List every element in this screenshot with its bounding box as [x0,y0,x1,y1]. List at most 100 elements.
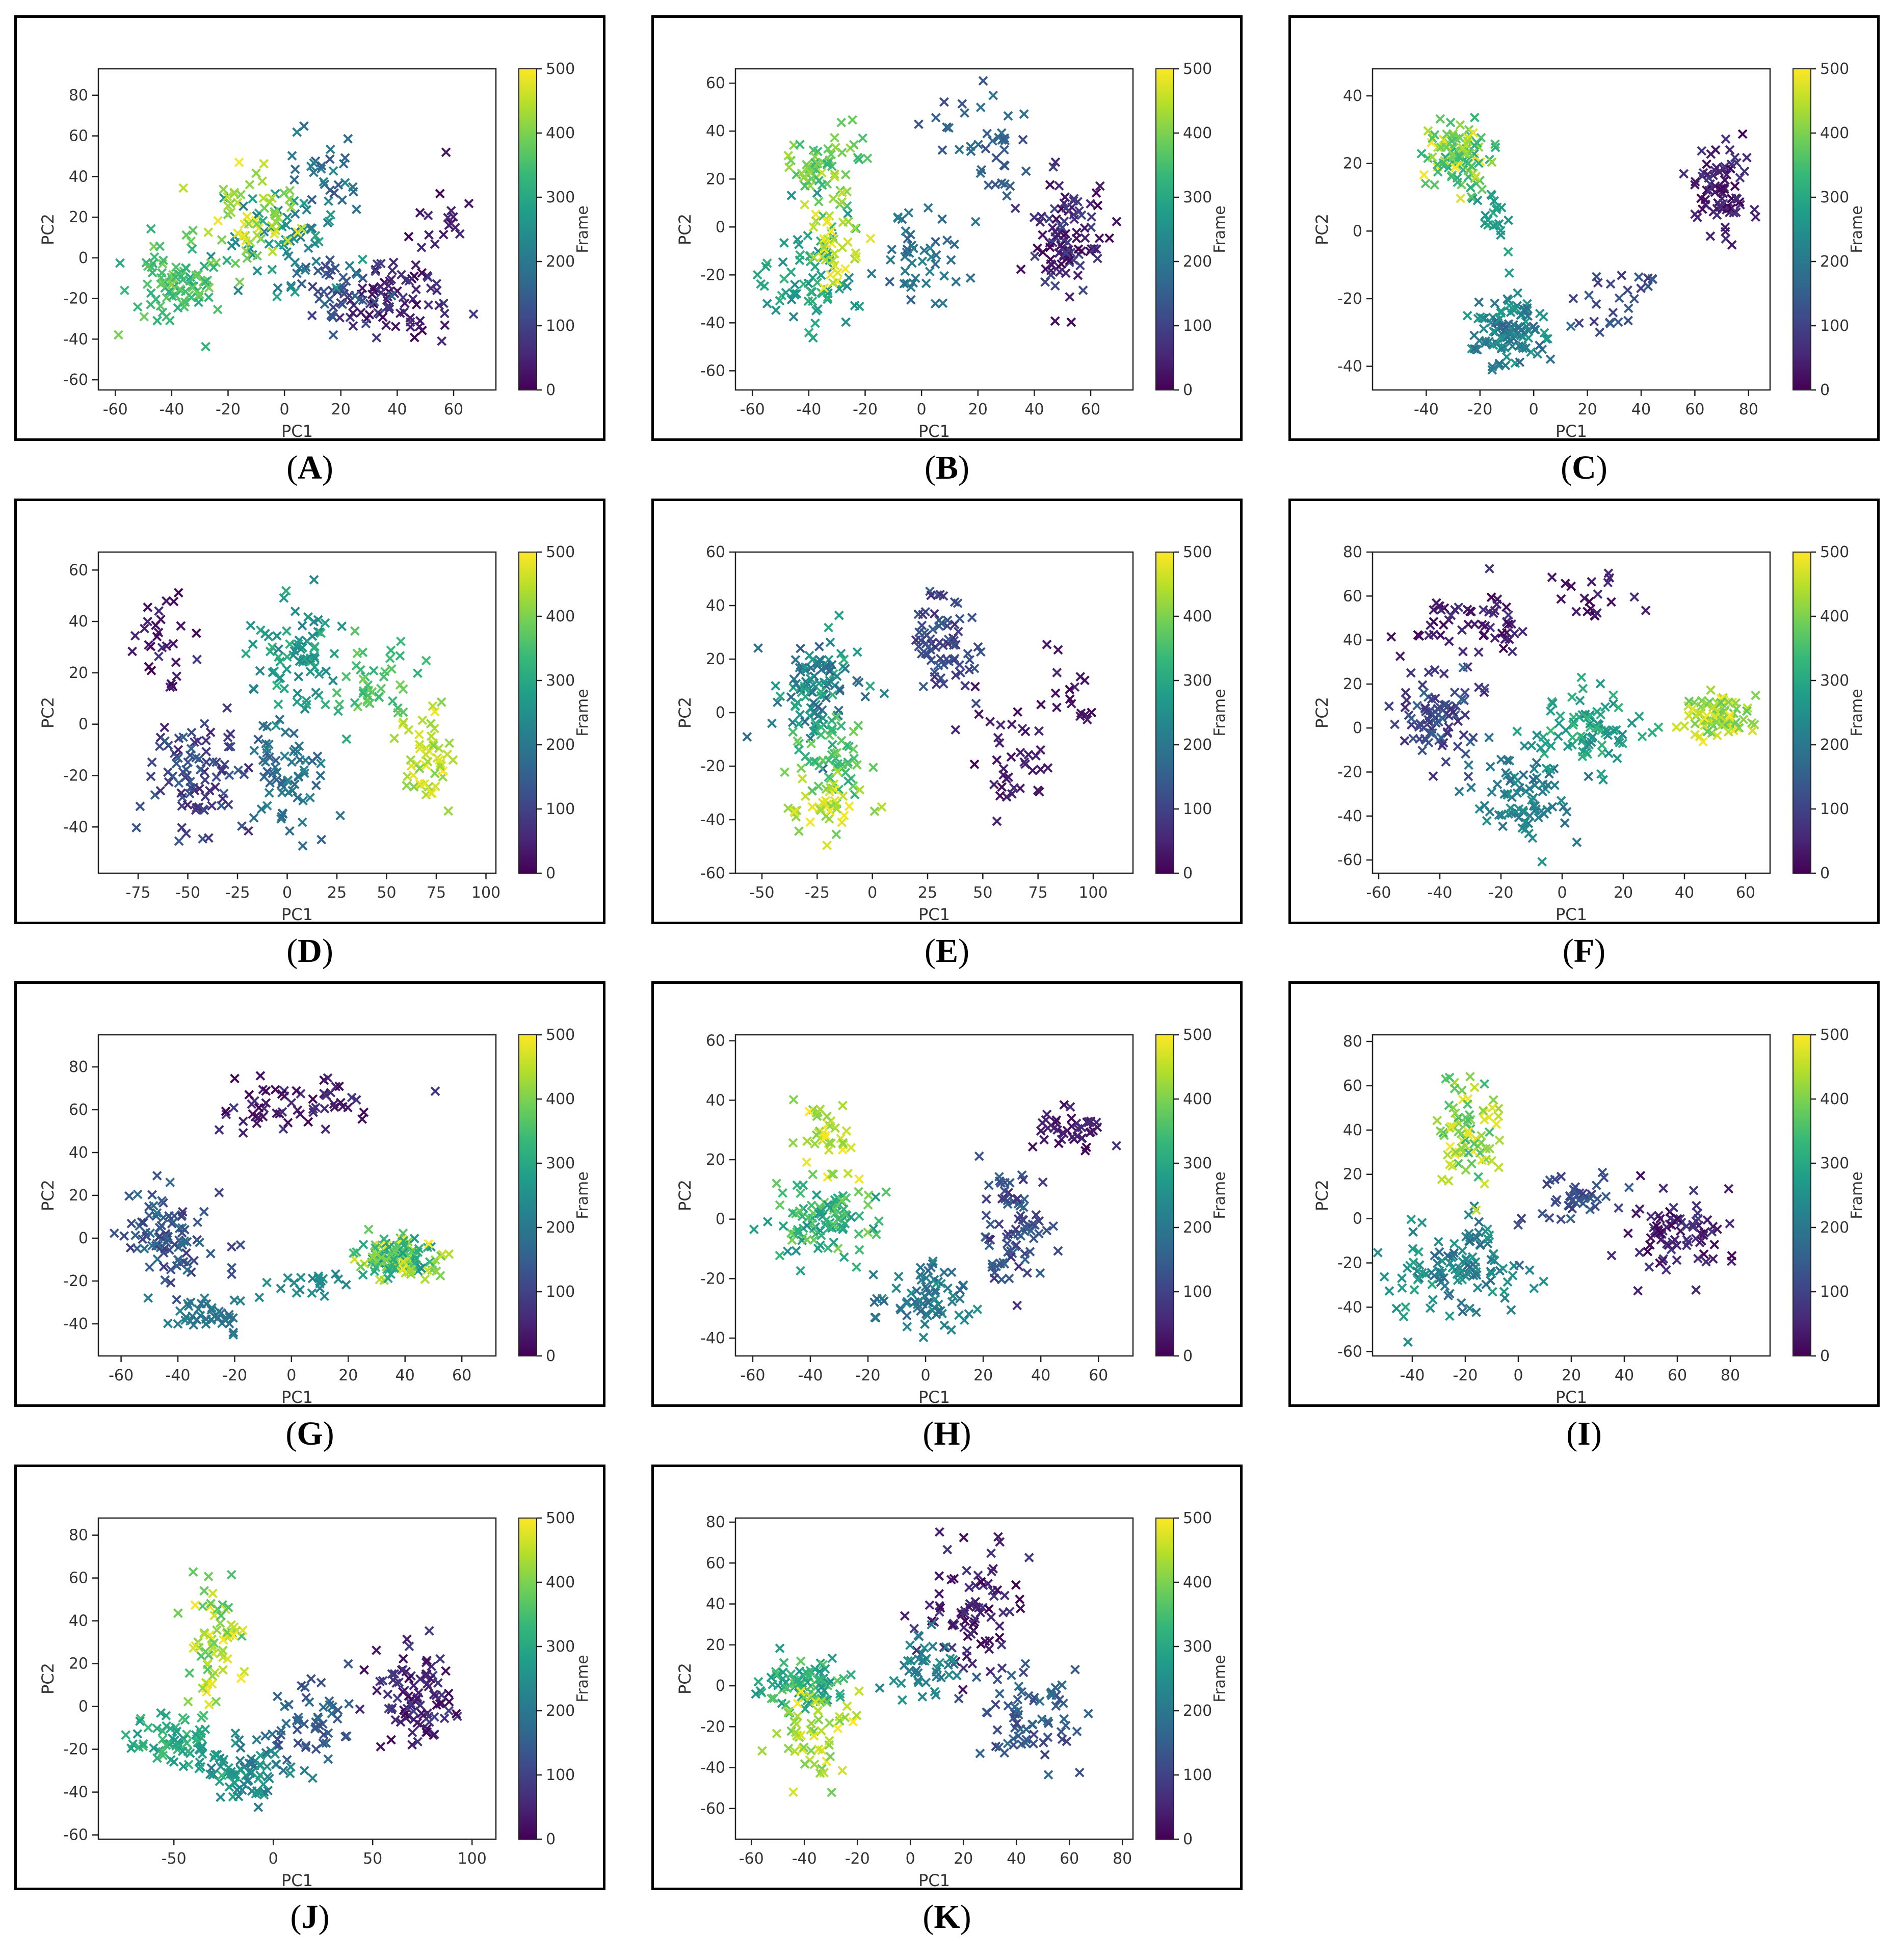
data-point [1494,1162,1504,1172]
data-point [259,203,270,213]
data-point [972,1304,983,1314]
data-point [1053,1138,1064,1148]
data-point [1647,274,1657,284]
data-point [973,140,983,149]
data-point [356,665,365,675]
data-point [1017,1687,1026,1697]
colorbar-tick-label: 100 [1183,1283,1212,1301]
data-point [1079,223,1090,233]
data-point [846,1142,856,1153]
data-point [173,1319,183,1329]
data-point [1681,1240,1692,1250]
data-point [430,768,440,778]
data-point [1417,680,1428,690]
data-point [854,1187,863,1197]
data-point [1489,1249,1498,1259]
data-point [251,1789,261,1799]
data-point [851,252,861,262]
data-point [782,1246,793,1257]
data-point [181,230,192,240]
data-point [1456,193,1466,203]
data-point [827,740,837,750]
data-point [942,615,953,625]
data-point [1038,1738,1048,1748]
data-point [796,1656,806,1666]
data-point [135,801,145,812]
data-point [1471,1270,1482,1280]
x-tick-label: 100 [1078,884,1108,902]
colorbar-tick-label: 0 [1183,1831,1193,1848]
data-point [311,256,321,267]
data-points [121,1567,462,1812]
chart-panel-g: -60 -40 -20 0 20 40 60 -40 -20 0 20 40 60 80 PC1 PC2 0 10… [14,981,605,1407]
data-point [1015,1595,1025,1604]
data-point [156,1708,166,1718]
data-point [1087,708,1097,718]
data-point [1104,233,1115,243]
data-point [1596,769,1606,779]
data-point [1022,1268,1032,1278]
scatter-plot-c: -40 -20 0 20 40 60 80-40-2002040PC1PC201002003… [1312,60,1866,438]
data-point [161,1711,171,1720]
data-point [1690,719,1700,729]
data-point [398,293,408,302]
data-point [1051,1701,1061,1711]
colorbar-tick-label: 300 [1820,1155,1849,1172]
data-point [1540,739,1550,749]
data-point [1606,1250,1617,1261]
data-point [833,268,843,278]
data-point [182,1265,192,1275]
data-point [309,643,319,653]
data-point [970,217,981,227]
data-point [1552,1195,1562,1205]
data-point [1712,1224,1722,1234]
data-point [1566,581,1576,591]
data-point [1671,722,1681,733]
data-point [780,767,789,777]
colorbar-tick-label: 100 [1820,317,1849,335]
data-point [1751,212,1761,222]
data-point [1727,1250,1737,1261]
data-point [1514,1260,1524,1270]
data-point [1051,1115,1062,1125]
data-point [299,765,309,775]
x-tick-label: 75 [427,884,446,902]
data-point [891,1283,902,1293]
data-point [806,286,816,297]
y-tick-label: -20 [1337,764,1362,781]
data-point [227,1263,236,1273]
data-point [937,214,947,224]
data-point [235,1743,246,1753]
colorbar-tick-label: 300 [546,189,575,206]
x-axis-label: PC1 [918,422,950,438]
data-point [1720,175,1730,185]
data-point [1672,1214,1682,1224]
data-point [1716,694,1726,704]
data-point [755,1686,766,1696]
data-point [1506,803,1515,813]
data-point [1458,1306,1468,1317]
data-point [831,829,841,840]
data-point [1039,1135,1049,1145]
data-point [156,614,166,624]
data-point [1408,1258,1418,1267]
data-point [1614,702,1624,713]
data-point [205,1248,216,1259]
data-point [1061,268,1071,278]
data-point [1002,191,1012,201]
data-point [166,1265,176,1275]
data-point [792,1719,802,1729]
data-point [1086,1127,1096,1137]
data-point [1478,1106,1488,1116]
data-point [985,1219,995,1230]
data-point [283,788,294,797]
data-point [229,1622,239,1632]
data-point [994,1219,1004,1229]
data-point [837,188,848,198]
data-point [1025,1246,1035,1257]
data-point [180,286,191,297]
data-point [1453,1275,1463,1286]
data-point [155,786,166,796]
data-point [352,269,362,279]
data-point [435,1654,445,1664]
